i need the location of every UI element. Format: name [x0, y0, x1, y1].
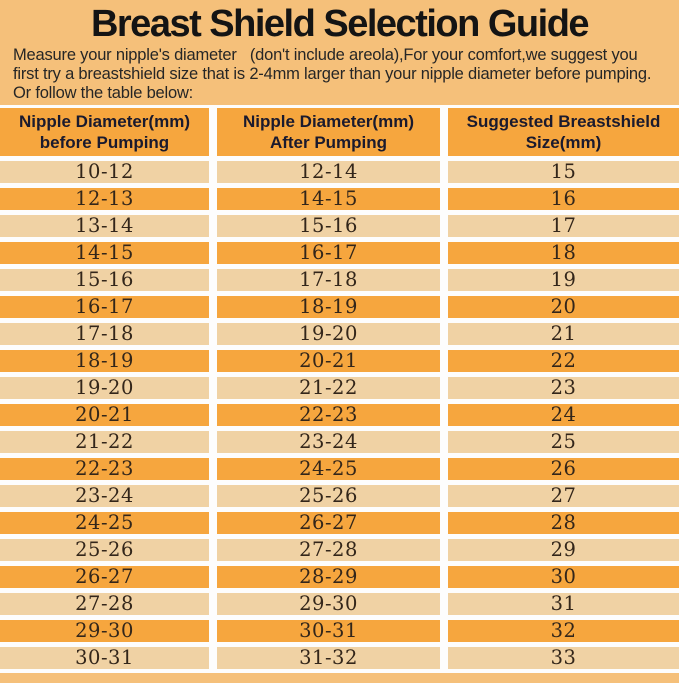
header-line: before Pumping — [39, 133, 170, 152]
cell-size: 23 — [448, 377, 679, 399]
cell-size: 15 — [448, 161, 679, 183]
cell-before: 22-23 — [0, 458, 209, 480]
cell-after: 18-19 — [217, 296, 440, 318]
cell-before: 23-24 — [0, 485, 209, 507]
header-line: Nipple Diameter(mm) — [243, 111, 414, 131]
header-line: Size(mm) — [525, 133, 602, 152]
cell-before: 30-31 — [0, 647, 209, 669]
cell-before: 16-17 — [0, 296, 209, 318]
cell-before: 15-16 — [0, 269, 209, 291]
cell-before: 13-14 — [0, 215, 209, 237]
intro-line-1: Measure your nipple's diameter (don't in… — [13, 46, 638, 64]
cell-after: 28-29 — [217, 566, 440, 588]
intro-line-2: first try a breastshield size that is 2-… — [13, 65, 652, 83]
cell-before: 25-26 — [0, 539, 209, 561]
cell-after: 24-25 — [217, 458, 440, 480]
cell-size: 28 — [448, 512, 679, 534]
cell-before: 27-28 — [0, 593, 209, 615]
cell-after: 29-30 — [217, 593, 440, 615]
cell-size: 22 — [448, 350, 679, 372]
cell-after: 30-31 — [217, 620, 440, 642]
cell-size: 32 — [448, 620, 679, 642]
cell-size: 16 — [448, 188, 679, 210]
cell-size: 21 — [448, 323, 679, 345]
cell-after: 17-18 — [217, 269, 440, 291]
cell-size: 20 — [448, 296, 679, 318]
cell-before: 14-15 — [0, 242, 209, 264]
cell-size: 19 — [448, 269, 679, 291]
cell-after: 21-22 — [217, 377, 440, 399]
cell-after: 14-15 — [217, 188, 440, 210]
column-header-suggested-size: Suggested Breastshield Size(mm) — [448, 108, 679, 156]
cell-before: 10-12 — [0, 161, 209, 183]
cell-before: 26-27 — [0, 566, 209, 588]
cell-before: 24-25 — [0, 512, 209, 534]
cell-size: 31 — [448, 593, 679, 615]
cell-after: 15-16 — [217, 215, 440, 237]
cell-size: 17 — [448, 215, 679, 237]
cell-size: 18 — [448, 242, 679, 264]
cell-before: 17-18 — [0, 323, 209, 345]
cell-after: 19-20 — [217, 323, 440, 345]
cell-size: 27 — [448, 485, 679, 507]
cell-size: 25 — [448, 431, 679, 453]
cell-after: 16-17 — [217, 242, 440, 264]
cell-size: 24 — [448, 404, 679, 426]
column-header-before-pumping: Nipple Diameter(mm) before Pumping — [0, 108, 209, 156]
column-header-after-pumping: Nipple Diameter(mm) After Pumping — [217, 108, 440, 156]
cell-after: 26-27 — [217, 512, 440, 534]
cell-before: 12-13 — [0, 188, 209, 210]
cell-after: 22-23 — [217, 404, 440, 426]
header-line: Nipple Diameter(mm) — [19, 111, 190, 131]
cell-before: 21-22 — [0, 431, 209, 453]
intro-text: Measure your nipple's diameter (don't in… — [0, 44, 679, 103]
cell-size: 30 — [448, 566, 679, 588]
cell-after: 20-21 — [217, 350, 440, 372]
intro-line-3: Or follow the table below: — [13, 84, 194, 102]
cell-after: 23-24 — [217, 431, 440, 453]
cell-after: 27-28 — [217, 539, 440, 561]
selection-table: Nipple Diameter(mm) before Pumping Nippl… — [0, 105, 679, 673]
cell-size: 33 — [448, 647, 679, 669]
cell-after: 31-32 — [217, 647, 440, 669]
cell-size: 29 — [448, 539, 679, 561]
header-line: After Pumping — [269, 133, 388, 152]
cell-before: 20-21 — [0, 404, 209, 426]
cell-after: 25-26 — [217, 485, 440, 507]
cell-size: 26 — [448, 458, 679, 480]
cell-after: 12-14 — [217, 161, 440, 183]
cell-before: 19-20 — [0, 377, 209, 399]
header-line: Suggested Breastshield — [466, 111, 661, 131]
cell-before: 18-19 — [0, 350, 209, 372]
cell-before: 29-30 — [0, 620, 209, 642]
page-title: Breast Shield Selection Guide — [90, 3, 590, 45]
